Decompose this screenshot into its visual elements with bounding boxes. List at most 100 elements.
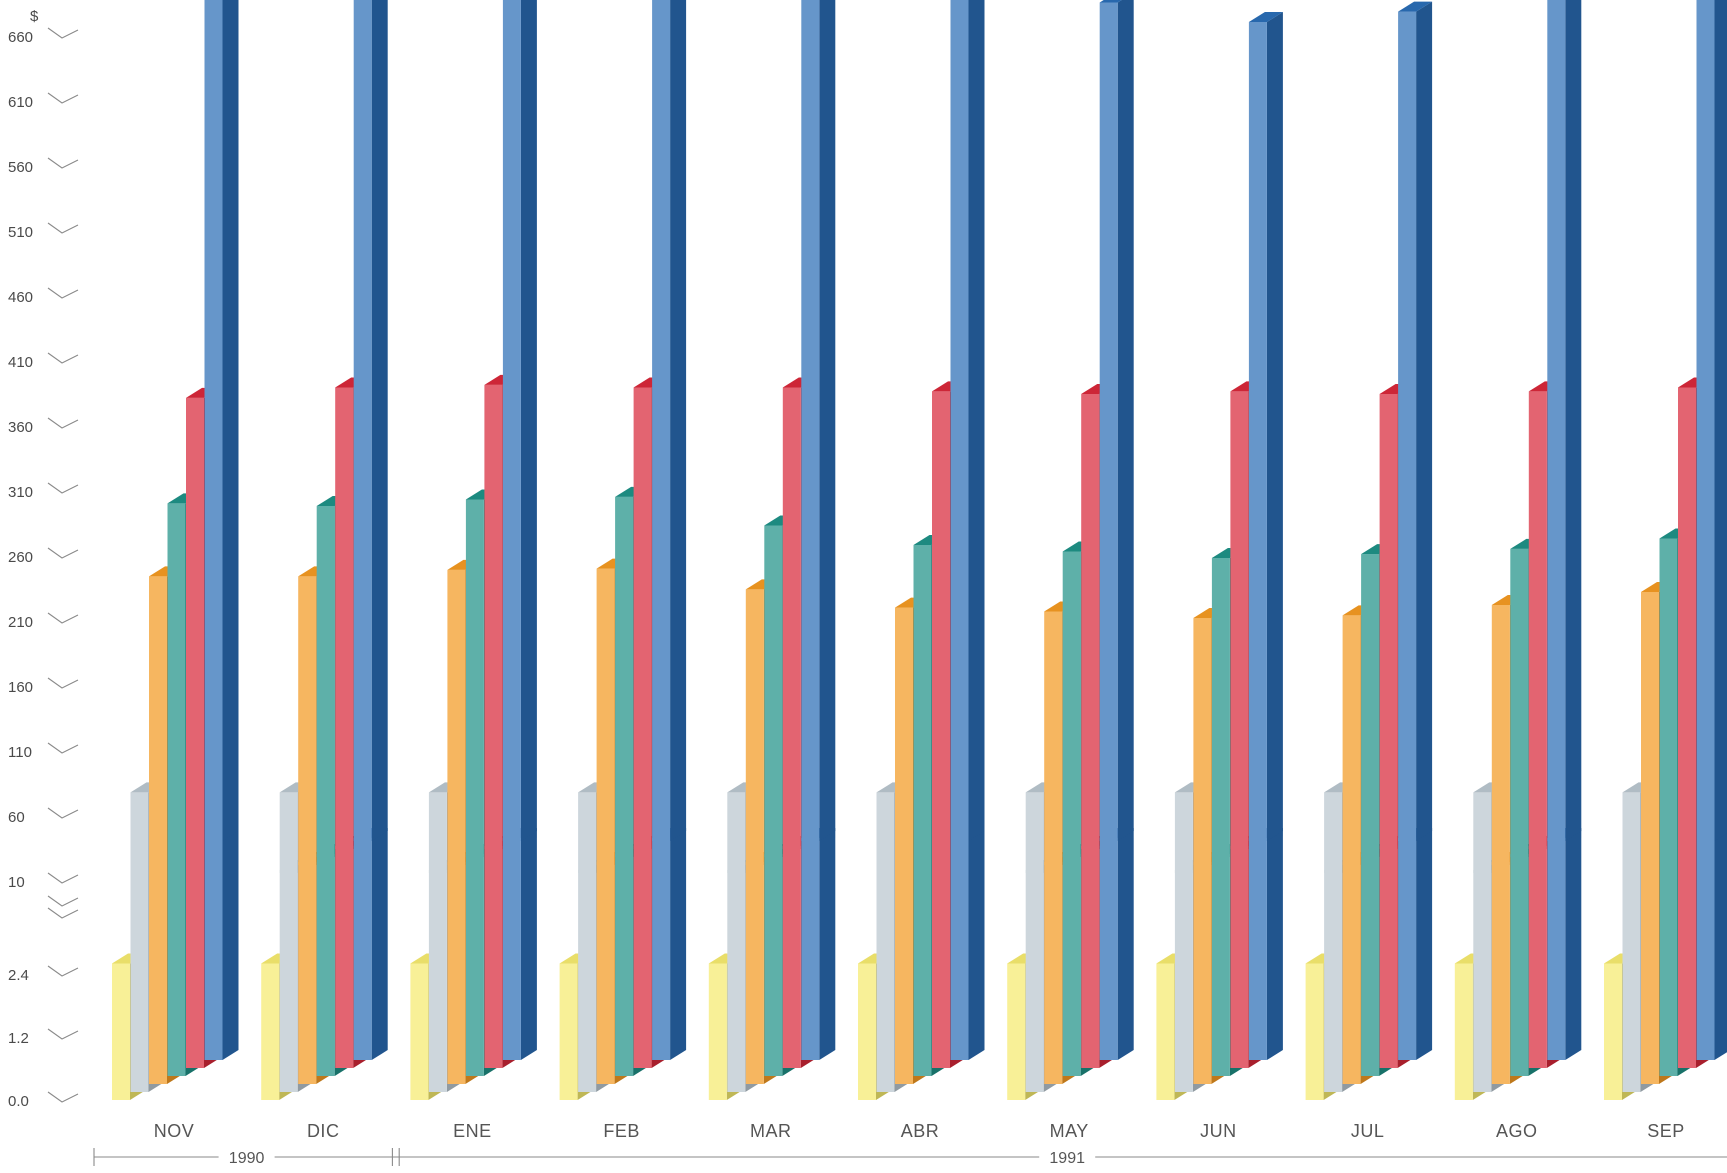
y-tick-label: 410 (8, 354, 33, 371)
bar-lower (1156, 964, 1174, 1101)
bar (280, 792, 298, 873)
y-tick-label: 460 (8, 289, 33, 306)
bar-lower (709, 964, 727, 1101)
y-tick-label: 10 (8, 874, 25, 891)
x-tick-label: ABR (901, 1121, 940, 1141)
bar (634, 388, 652, 850)
bar (1249, 22, 1267, 841)
bar (914, 545, 932, 857)
bar (1063, 552, 1081, 858)
bar (1697, 0, 1715, 841)
y-tick-label: 560 (8, 159, 33, 176)
bar-lower (1193, 862, 1211, 1084)
bar-lower (503, 838, 521, 1060)
bar (1100, 3, 1118, 842)
bar (819, 0, 835, 841)
bar-lower (1455, 964, 1473, 1101)
bar-lower (1641, 862, 1659, 1084)
bar-lower (727, 870, 745, 1092)
bar (131, 792, 149, 873)
bar-lower (1660, 854, 1678, 1076)
bar (1510, 549, 1528, 857)
y-tick-mark (48, 743, 78, 753)
bar-lower (1118, 828, 1134, 1060)
bar-lower (895, 862, 913, 1084)
bar-lower (466, 854, 484, 1076)
bar-lower (280, 870, 298, 1092)
bar-lower (1249, 838, 1267, 1060)
bar (597, 569, 615, 865)
bar-lower (1267, 828, 1283, 1060)
bar-lower (484, 846, 502, 1068)
bar-lower (1510, 854, 1528, 1076)
bar (727, 792, 745, 873)
x-tick-label: SEP (1647, 1121, 1685, 1141)
y-tick-label: 610 (8, 94, 33, 111)
bar (223, 0, 239, 841)
y-tick-mark (48, 93, 78, 103)
bar (429, 792, 447, 873)
bar (298, 576, 316, 865)
bar-lower (1492, 862, 1510, 1084)
bar (1492, 605, 1510, 865)
bar-lower (410, 964, 428, 1101)
y-tick-mark (48, 223, 78, 233)
bar-lower (578, 870, 596, 1092)
bar (1212, 558, 1230, 857)
y-tick-label: 510 (8, 224, 33, 241)
bar-lower (1547, 838, 1565, 1060)
bar-lower (746, 862, 764, 1084)
bar (1623, 792, 1641, 873)
y-tick-label: 660 (8, 29, 33, 46)
y-tick-label: 210 (8, 614, 33, 631)
bar-lower (764, 854, 782, 1076)
x-tick-label: NOV (154, 1121, 195, 1141)
bar-lower (819, 828, 835, 1060)
y-tick-mark (48, 966, 78, 976)
bar (1230, 391, 1248, 849)
bar (1641, 592, 1659, 865)
y-tick-mark (48, 808, 78, 818)
bar-lower (1604, 964, 1622, 1101)
bar (1529, 391, 1547, 849)
bar (1361, 554, 1379, 857)
bar-lower (560, 964, 578, 1101)
y-tick-mark (48, 613, 78, 623)
bar (1175, 792, 1193, 873)
y-tick-label: 60 (8, 809, 25, 826)
bar (372, 0, 388, 841)
bar (1678, 388, 1696, 850)
bar (1343, 615, 1361, 865)
bar-lower (615, 854, 633, 1076)
bar (764, 526, 782, 858)
bar-lower (783, 846, 801, 1068)
bar (801, 0, 819, 841)
bar (969, 0, 985, 841)
bar (932, 391, 950, 849)
year-label: 1991 (1049, 1150, 1085, 1167)
bar (1473, 792, 1491, 873)
bar-lower (877, 870, 895, 1092)
bar (466, 500, 484, 858)
bar (895, 608, 913, 865)
bar (521, 0, 537, 841)
bar (335, 388, 353, 850)
bar-lower (112, 964, 130, 1101)
bar (149, 576, 167, 865)
bar (578, 792, 596, 873)
bar-lower (1230, 846, 1248, 1068)
bar-lower (634, 846, 652, 1068)
y-tick-mark (48, 1029, 78, 1039)
bar-lower (1175, 870, 1193, 1092)
bar (1324, 792, 1342, 873)
bar (670, 0, 686, 841)
y-tick-label: 110 (8, 744, 32, 761)
bar-lower (1063, 854, 1081, 1076)
bar (1267, 12, 1283, 841)
bar (1118, 0, 1134, 841)
y-tick-mark (48, 678, 78, 688)
bar (317, 506, 335, 857)
bar-lower (354, 838, 372, 1060)
